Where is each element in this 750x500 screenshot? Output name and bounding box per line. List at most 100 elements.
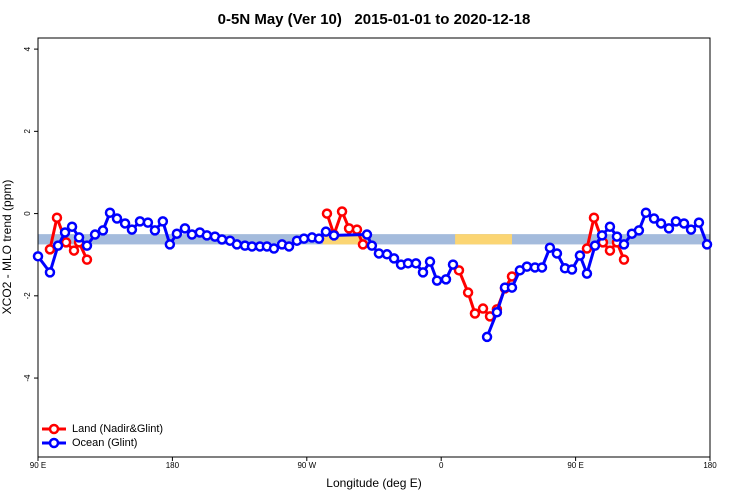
data-point: [481, 331, 493, 343]
data-point: [51, 212, 63, 223]
data-point: [655, 218, 667, 229]
y-tick-label: -2: [23, 292, 32, 300]
data-point: [581, 243, 593, 254]
data-point: [283, 241, 295, 252]
data-point: [351, 224, 363, 235]
data-point: [589, 240, 601, 251]
highlight: [455, 234, 512, 245]
data-point: [44, 267, 56, 278]
data-point: [81, 240, 93, 251]
data-point: [357, 239, 369, 250]
x-tick-label: 0: [439, 461, 444, 470]
data-point: [373, 248, 385, 259]
data-point: [477, 303, 489, 314]
data-point: [59, 227, 71, 238]
data-point: [231, 239, 243, 250]
data-point: [97, 225, 109, 236]
data-point: [66, 221, 78, 232]
y-tick-label: 0: [23, 211, 32, 216]
data-point: [574, 250, 586, 261]
band: [38, 234, 710, 245]
data-point: [171, 228, 183, 239]
data-point: [633, 225, 645, 236]
legend-label: Land (Nadir&Glint): [72, 423, 163, 435]
data-point: [164, 239, 176, 250]
data-point: [361, 229, 373, 240]
data-point: [410, 258, 422, 269]
y-tick-label: 4: [23, 46, 32, 51]
data-point: [663, 223, 675, 234]
y-tick-label: -4: [23, 374, 32, 382]
data-point: [431, 275, 443, 286]
legend-marker: [48, 423, 60, 435]
data-point: [640, 207, 652, 219]
data-point: [417, 267, 429, 278]
data-point: [536, 262, 548, 273]
data-point: [462, 287, 474, 298]
chart-title: 0-5N May (Ver 10) 2015-01-01 to 2020-12-…: [218, 11, 531, 28]
data-point: [52, 240, 64, 251]
data-point: [216, 234, 228, 245]
legend-marker: [48, 437, 60, 449]
data-point: [453, 265, 465, 276]
data-point: [336, 206, 348, 217]
data-point: [268, 243, 280, 254]
data-point: [68, 245, 80, 256]
data-point: [618, 239, 630, 250]
data-point: [179, 223, 191, 234]
data-point: [89, 229, 101, 240]
data-point: [544, 242, 556, 253]
data-point: [343, 223, 355, 234]
data-point: [313, 233, 325, 244]
data-point: [581, 268, 593, 279]
data-point: [648, 213, 660, 224]
data-point: [142, 217, 154, 228]
data-point: [604, 245, 616, 256]
data-point: [44, 244, 56, 255]
data-point: [366, 240, 378, 251]
x-tick-label: 90 W: [297, 461, 316, 470]
data-point: [134, 216, 146, 227]
data-point: [521, 261, 533, 272]
x-axis-label: Longitude (deg E): [326, 476, 421, 490]
data-point: [424, 256, 436, 267]
data-point: [588, 212, 600, 223]
x-tick-label: 90 E: [567, 461, 583, 470]
data-point: [388, 253, 400, 264]
data-point: [328, 230, 340, 241]
data-point: [321, 208, 333, 219]
data-point: [149, 225, 161, 236]
data-point: [73, 232, 85, 243]
series-line: [48, 207, 626, 319]
data-point: [104, 207, 116, 219]
data-point: [157, 216, 169, 227]
data-point: [32, 251, 44, 262]
data-point: [201, 230, 213, 241]
data-point: [678, 218, 690, 229]
data-point: [693, 217, 705, 228]
x-tick-label: 180: [166, 461, 180, 470]
data-point: [491, 307, 503, 318]
data-point: [604, 221, 616, 232]
legend-label: Ocean (Glint): [72, 437, 137, 449]
y-tick-label: 2: [23, 129, 32, 134]
data-point: [551, 248, 563, 259]
y-axis-label: XCO2 - MLO trend (ppm): [0, 180, 14, 315]
data-point: [320, 226, 332, 237]
data-point: [298, 233, 310, 244]
data-point: [611, 231, 623, 242]
series-line: [36, 210, 709, 338]
data-point: [596, 230, 608, 241]
data-point: [440, 274, 452, 285]
data-point: [701, 239, 713, 250]
data-point: [685, 224, 697, 235]
data-point: [670, 216, 682, 227]
x-tick-label: 180: [703, 461, 717, 470]
data-point: [506, 282, 518, 293]
data-point: [566, 264, 578, 275]
data-point: [447, 259, 459, 270]
highlight: [322, 234, 366, 245]
data-point: [81, 254, 93, 265]
